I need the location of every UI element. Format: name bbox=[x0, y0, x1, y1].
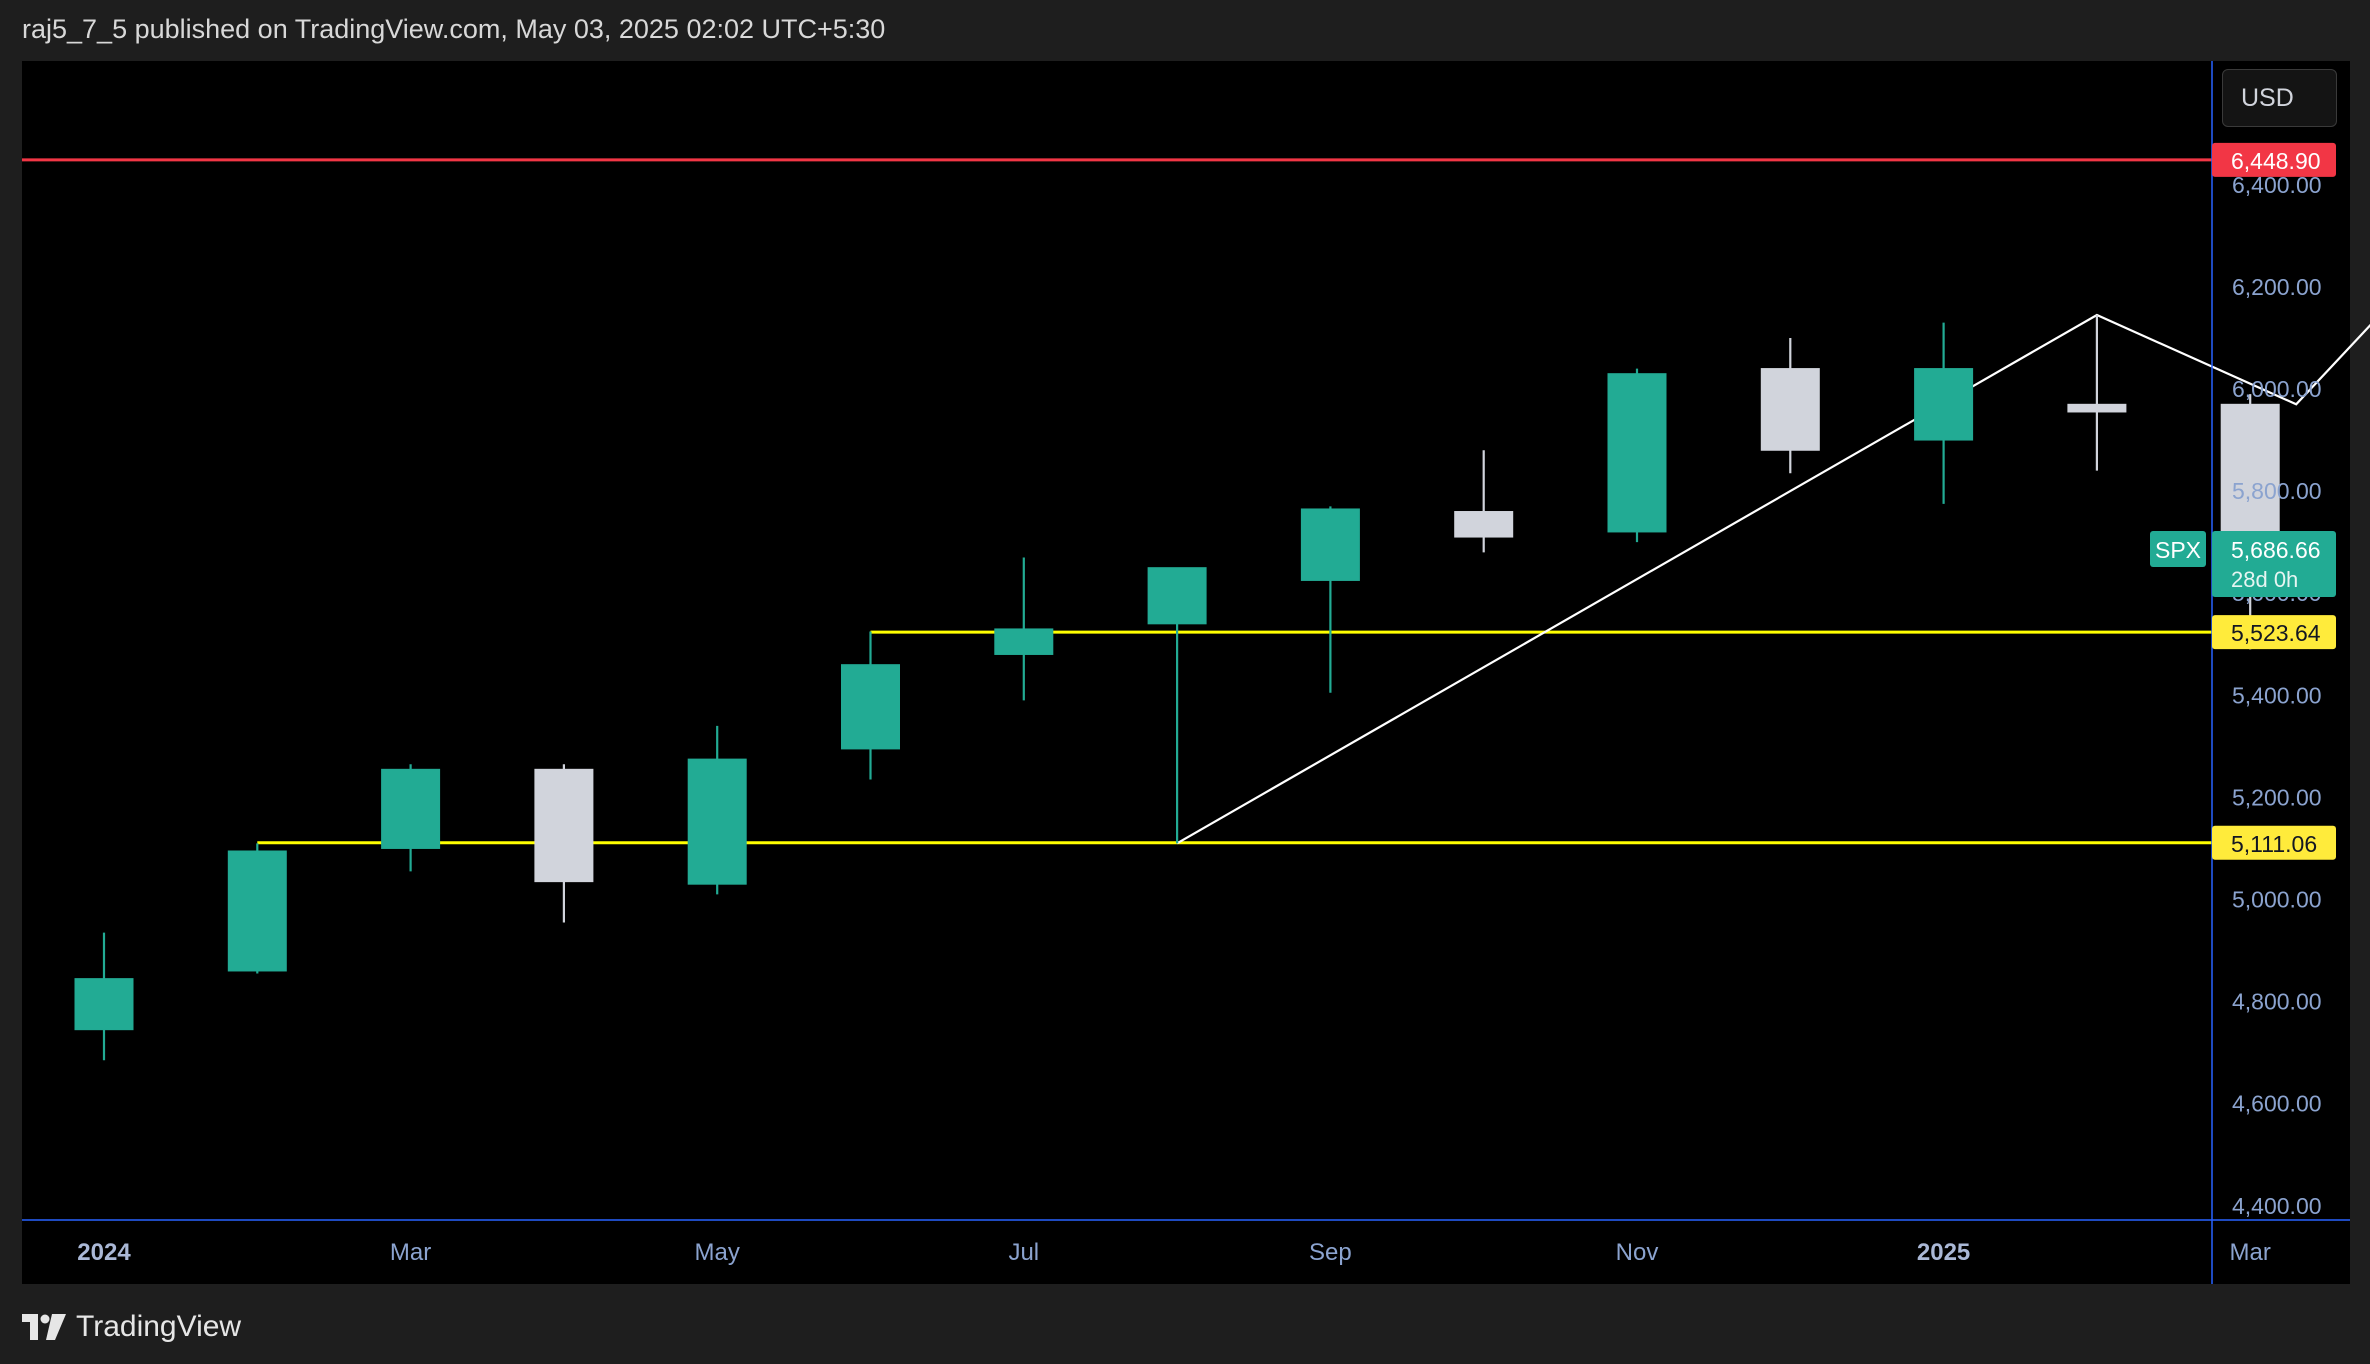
symbol-tag: SPX bbox=[2155, 537, 2201, 563]
y-tick-label: 6,200.00 bbox=[2232, 274, 2322, 300]
x-tick-label: May bbox=[695, 1239, 740, 1266]
candle-body bbox=[381, 768, 441, 849]
y-tick-label: 5,000.00 bbox=[2232, 887, 2322, 913]
candle-11 bbox=[1607, 368, 1667, 543]
candle-body bbox=[1607, 373, 1667, 533]
x-tick-label: 2024 bbox=[77, 1239, 131, 1266]
symbol-tag-bg bbox=[2150, 530, 2206, 567]
candle-body bbox=[994, 628, 1054, 655]
candle-body bbox=[2067, 403, 2127, 413]
tradingview-logo-icon bbox=[22, 1314, 66, 1340]
pattern-layer bbox=[1176, 313, 2370, 845]
candle-12 bbox=[1760, 337, 1820, 474]
price-label-1: 5,523.64 bbox=[2231, 620, 2321, 646]
price-label-bg-0 bbox=[2212, 142, 2336, 177]
candle-13 bbox=[1914, 322, 1974, 504]
candle-8 bbox=[1147, 567, 1207, 844]
candle-body bbox=[687, 758, 747, 885]
candle-1 bbox=[74, 932, 134, 1061]
x-tick-label: Jul bbox=[1008, 1239, 1039, 1266]
price-label-bg-2 bbox=[2212, 825, 2336, 860]
candle-body bbox=[227, 850, 287, 972]
x-tick-label: Mar bbox=[2230, 1239, 2271, 1266]
candle-body bbox=[1147, 567, 1207, 625]
candle-9 bbox=[1300, 506, 1360, 693]
y-tick-label: 6,000.00 bbox=[2232, 376, 2322, 402]
candle-5 bbox=[687, 725, 747, 895]
pattern-line bbox=[1176, 313, 2370, 845]
candle-body bbox=[1914, 368, 1974, 441]
x-tick-label: Mar bbox=[390, 1239, 431, 1266]
x-tick-label: 2025 bbox=[1917, 1239, 1970, 1266]
footer-brand[interactable]: TradingView bbox=[22, 1307, 241, 1347]
y-tick-label: 4,400.00 bbox=[2232, 1193, 2322, 1219]
currency-button[interactable]: USD bbox=[2222, 69, 2337, 127]
candle-6 bbox=[841, 631, 900, 780]
chart-background bbox=[22, 61, 2350, 1284]
candles-layer bbox=[74, 314, 2280, 1061]
candle-2 bbox=[227, 843, 287, 974]
last-price-bg bbox=[2212, 530, 2336, 597]
y-tick-label: 4,800.00 bbox=[2232, 989, 2322, 1015]
x-tick-label: Nov bbox=[1616, 1239, 1659, 1266]
candle-body bbox=[1760, 368, 1820, 451]
candle-body bbox=[841, 664, 900, 750]
candle-body bbox=[74, 978, 134, 1031]
price-label-0: 6,448.90 bbox=[2231, 148, 2321, 174]
x-tick-label: Sep bbox=[1309, 1239, 1352, 1266]
candle-7 bbox=[994, 557, 1054, 701]
candle-body bbox=[534, 768, 594, 883]
candle-4 bbox=[534, 764, 594, 923]
publish-header: raj5_7_5 published on TradingView.com, M… bbox=[22, 14, 886, 44]
y-tick-label: 5,400.00 bbox=[2232, 682, 2322, 708]
price-label-bg-1 bbox=[2212, 615, 2336, 650]
axes-layer: 6,400.006,200.006,000.005,800.005,600.00… bbox=[22, 61, 2350, 1284]
price-labels-layer: 6,448.90 5,523.64 5,111.06 SPX 5,686.66 28d 0… bbox=[2150, 142, 2336, 860]
y-tick-label: 5,800.00 bbox=[2232, 478, 2322, 504]
candle-body bbox=[1300, 508, 1360, 581]
candle-10 bbox=[1454, 450, 1514, 553]
footer-brand-text: TradingView bbox=[76, 1310, 242, 1343]
candle-body bbox=[1454, 511, 1514, 538]
bar-countdown: 28d 0h bbox=[2231, 567, 2298, 592]
candle-14 bbox=[2067, 314, 2127, 471]
last-price-value: 5,686.66 bbox=[2231, 537, 2321, 563]
y-tick-label: 5,200.00 bbox=[2232, 784, 2322, 810]
candle-3 bbox=[381, 764, 441, 872]
y-tick-label: 4,600.00 bbox=[2232, 1091, 2322, 1117]
price-label-2: 5,111.06 bbox=[2231, 831, 2317, 857]
